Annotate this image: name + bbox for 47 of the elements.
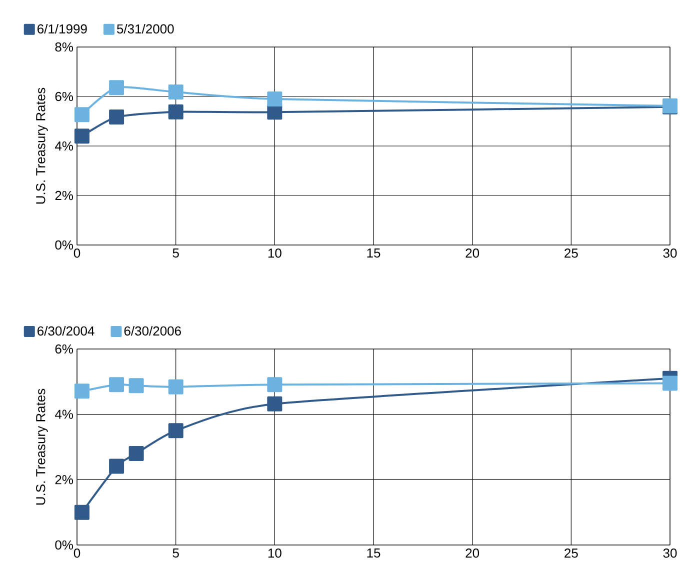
x-tick-label: 25: [564, 248, 578, 258]
point: [168, 104, 184, 120]
y-tick-label: 6%: [55, 92, 74, 102]
x-tick-label: 20: [466, 248, 480, 258]
point: [128, 446, 144, 462]
y-tick-label: 0%: [55, 540, 74, 550]
x-tick-label: 30: [663, 248, 677, 258]
x-tick-label: 25: [564, 548, 578, 558]
y-axis-title: U.S. Treasury Rates: [36, 88, 48, 204]
legend-label: 6/30/2006: [124, 326, 181, 336]
x-tick-label: 15: [367, 548, 380, 558]
point: [662, 376, 678, 391]
x-tick-label: 10: [268, 548, 282, 558]
y-axis-title: U.S. Treasury Rates: [36, 388, 48, 505]
point: [168, 84, 184, 100]
point: [74, 107, 90, 122]
x-tick-label: 5: [172, 248, 179, 258]
point: [74, 128, 90, 144]
y-tick-label: 2%: [55, 475, 74, 484]
point: [168, 423, 184, 438]
x-tick-label: 15: [367, 248, 380, 258]
point: [267, 396, 282, 412]
y-tick-label: 0%: [55, 240, 74, 250]
x-tick-label: 0: [74, 548, 80, 558]
point: [74, 504, 90, 520]
y-tick-label: 6%: [55, 344, 74, 354]
y-tick-label: 4%: [54, 410, 74, 419]
point: [109, 80, 124, 96]
x-tick-label: 5: [172, 548, 179, 558]
point: [267, 91, 282, 106]
legend-label: 5/31/2000: [116, 24, 174, 34]
x-tick-label: 0: [74, 248, 80, 258]
legend-label: 6/30/2004: [38, 326, 94, 336]
x-tick-label: 30: [663, 548, 677, 558]
y-tick-label: 8%: [55, 42, 74, 52]
x-tick-label: 20: [466, 548, 480, 558]
y-tick-label: 4%: [54, 141, 74, 151]
point: [109, 110, 124, 125]
point: [74, 384, 90, 399]
y-tick-label: 2%: [55, 190, 74, 200]
point: [109, 458, 124, 474]
point: [168, 379, 184, 394]
legend-label: 6/1/1999: [38, 24, 87, 34]
point: [109, 377, 124, 392]
x-tick-label: 10: [268, 248, 282, 258]
point: [128, 378, 144, 394]
point: [267, 377, 282, 392]
